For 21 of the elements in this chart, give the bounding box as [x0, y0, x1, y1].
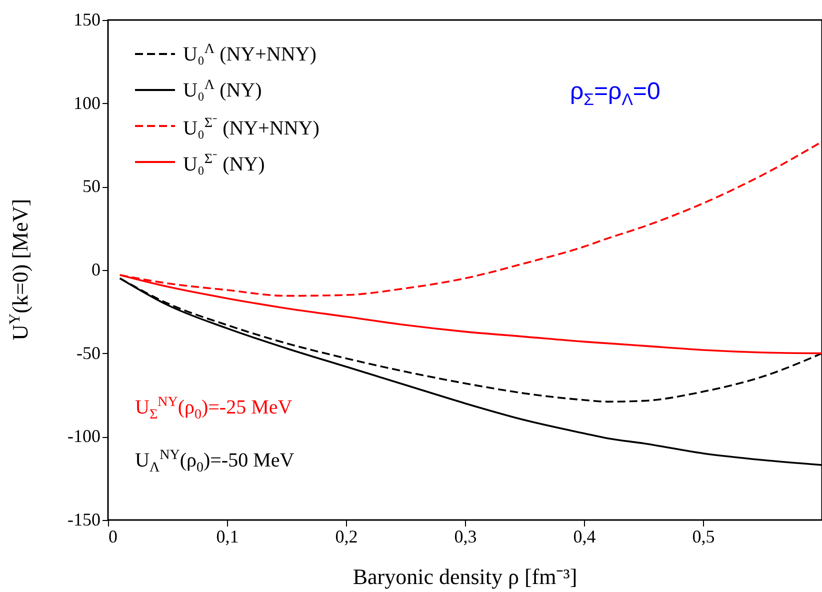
x-tick-label: 0,1: [216, 526, 239, 546]
legend-label: U₀$^{Λ}$ (NY+NNY): [183, 42, 316, 66]
x-tick-label: 0,2: [335, 526, 358, 546]
annotation: U$_{Σ}$$^{NY}$(ρ$_{0}$)=-25 MeV: [135, 395, 292, 424]
y-tick-label: -100: [68, 426, 100, 446]
y-tick-label: 100: [74, 92, 100, 113]
x-tick-label: 0,4: [573, 526, 596, 546]
y-tick-label: -150: [68, 510, 100, 530]
x-tick-label: 0,5: [692, 526, 715, 546]
y-tick-label: 150: [74, 10, 100, 30]
y-tick-label: 0: [92, 260, 100, 280]
legend-label: U₀$^{Σ⁻}$ (NY): [183, 150, 265, 176]
legend-label: U₀$^{Λ}$ (NY): [183, 78, 262, 102]
annotation: ρ$_{Σ}$=ρ$_{Λ}$=0: [570, 78, 660, 110]
y-tick-label: 50: [82, 176, 100, 196]
annotation: U$_{Λ}$$^{NY}$(ρ$_{0}$)=-50 MeV: [135, 448, 294, 477]
legend-label: U₀$^{Σ⁻}$ (NY+NNY): [183, 114, 320, 140]
x-tick-label: 0: [108, 526, 118, 546]
y-tick-label: -50: [76, 342, 100, 363]
x-axis-title: Baryonic density ρ [fm⁻³]: [352, 563, 578, 590]
x-tick-label: 0,3: [454, 526, 477, 546]
